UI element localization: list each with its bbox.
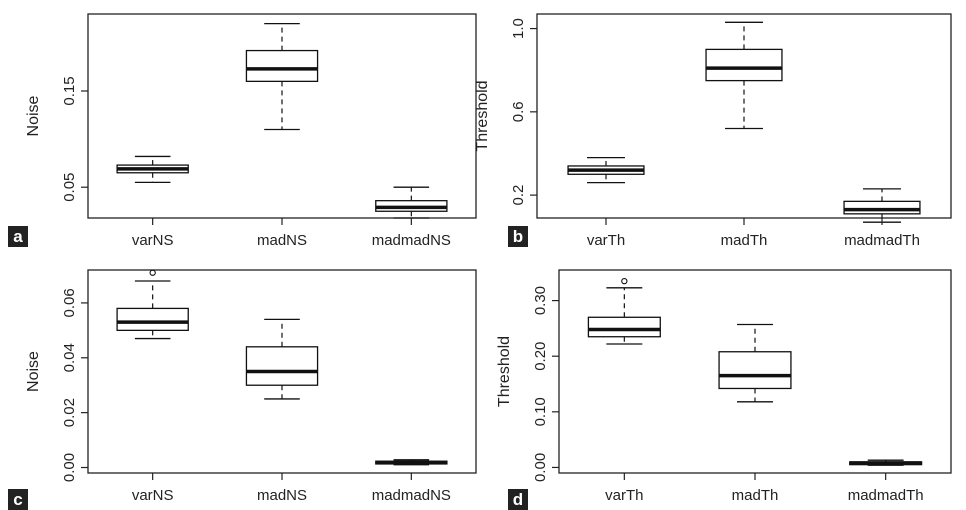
- panel-tag: b: [508, 226, 528, 247]
- y-axis-title: Noise: [25, 95, 42, 136]
- y-tick-label: 1.0: [510, 18, 527, 39]
- panel-tag: a: [8, 226, 28, 247]
- panel-a: 0.05 0.15 Noise varNS madNS madmadNS a: [8, 13, 477, 249]
- y-axis-title: Noise: [25, 351, 42, 392]
- y-tick-label: 0.04: [61, 343, 78, 372]
- iqr-box: [587, 316, 661, 338]
- panel-tag-box: [8, 226, 28, 247]
- iqr-box: [718, 351, 792, 390]
- box-madmadNS: [375, 186, 448, 219]
- panel-tag-letter: d: [513, 490, 523, 509]
- x-category-label: varNS: [132, 232, 174, 249]
- box-madmadTh: [849, 459, 923, 466]
- y-tick-label: 0.06: [61, 288, 78, 317]
- y-tick-label: 0.2: [510, 185, 527, 206]
- box-madTh: [718, 323, 792, 403]
- outlier-point: [149, 269, 156, 276]
- y-tick-label: 0.20: [532, 342, 549, 371]
- panel-tag-box: [8, 489, 28, 510]
- iqr-box: [245, 49, 319, 83]
- box-varTh: [587, 277, 661, 345]
- y-tick-label: 0.15: [61, 76, 78, 105]
- box-varNS: [116, 269, 189, 340]
- box-varTh: [567, 156, 645, 184]
- y-tick-label: 0.10: [532, 397, 549, 426]
- y-tick-label: 0.30: [532, 286, 549, 315]
- panel-tag: c: [8, 489, 28, 510]
- panel-b: 0.2 0.6 1.0 Threshold varTh madTh madmadTh b: [474, 13, 952, 249]
- x-category-label: madmadTh: [848, 487, 924, 504]
- panel-tag-box: [508, 489, 528, 510]
- box-madNS: [245, 318, 319, 400]
- y-tick-label: 0.00: [61, 453, 78, 482]
- y-axis-title: Threshold: [496, 336, 513, 407]
- x-category-label: madTh: [732, 487, 779, 504]
- y-axis-title: Threshold: [474, 80, 491, 151]
- y-tick-label: 0.05: [61, 173, 78, 202]
- iqr-box: [705, 48, 783, 82]
- panel-tag-letter: a: [13, 227, 23, 246]
- x-category-label: varTh: [587, 232, 625, 249]
- box-madmadTh: [843, 188, 921, 223]
- box-madNS: [245, 22, 319, 131]
- x-category-label: madmadNS: [372, 232, 451, 249]
- x-category-label: varNS: [132, 487, 174, 504]
- x-category-label: madTh: [721, 232, 768, 249]
- panel-c: 0.00 0.02 0.04 0.06 Noise varNS madNS madmadNS c: [8, 269, 477, 510]
- iqr-box: [245, 346, 319, 386]
- y-tick-label: 0.6: [510, 101, 527, 122]
- panel-tag-letter: b: [513, 227, 523, 246]
- x-category-label: varTh: [605, 487, 643, 504]
- iqr-box: [843, 200, 921, 215]
- panel-d: 0.00 0.10 0.20 0.30 Threshold varTh madTh madma…: [496, 269, 952, 510]
- y-tick-label: 0.02: [61, 398, 78, 427]
- box-madmadNS: [375, 459, 448, 466]
- x-category-label: madmadTh: [844, 232, 920, 249]
- x-category-label: madNS: [257, 232, 307, 249]
- panel-tag-letter: c: [13, 490, 22, 509]
- x-category-label: madmadNS: [372, 487, 451, 504]
- x-category-label: madNS: [257, 487, 307, 504]
- panel-tag-box: [508, 226, 528, 247]
- iqr-box: [116, 307, 189, 332]
- box-madTh: [705, 21, 783, 130]
- y-tick-label: 0.00: [532, 453, 549, 482]
- outlier-point: [621, 277, 628, 285]
- panel-tag: d: [508, 489, 528, 510]
- box-varNS: [116, 155, 189, 184]
